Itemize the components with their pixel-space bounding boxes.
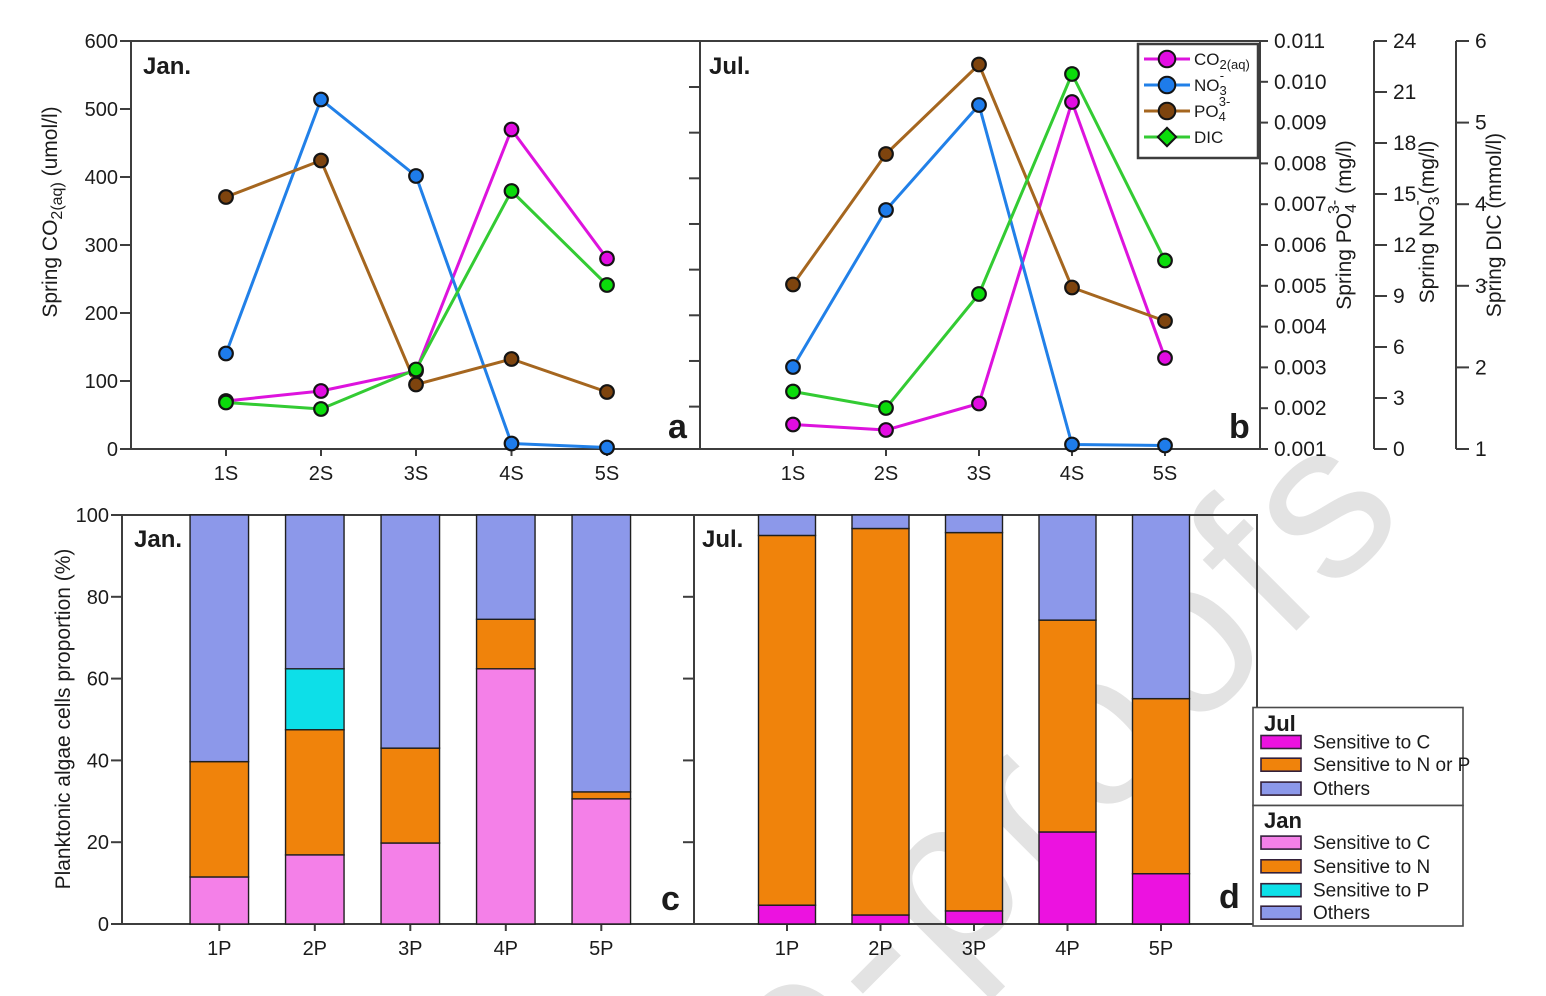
svg-text:21: 21 — [1393, 81, 1416, 104]
svg-text:0.003: 0.003 — [1274, 356, 1327, 379]
svg-text:9: 9 — [1393, 285, 1405, 308]
svg-text:Spring PO43- (mg/l): Spring PO43- (mg/l) — [1326, 140, 1360, 310]
svg-text:80: 80 — [87, 587, 109, 609]
svg-text:1: 1 — [1475, 438, 1487, 461]
svg-text:Jan: Jan — [1264, 808, 1302, 833]
svg-text:Sensitive to C: Sensitive to C — [1313, 833, 1430, 854]
svg-text:2: 2 — [1475, 356, 1487, 379]
svg-text:100: 100 — [76, 505, 109, 527]
svg-text:2S: 2S — [309, 463, 333, 485]
svg-text:0.009: 0.009 — [1274, 112, 1327, 135]
svg-text:5P: 5P — [1149, 938, 1173, 960]
svg-text:DIC: DIC — [1194, 128, 1223, 147]
svg-text:Sensitive to N or P: Sensitive to N or P — [1313, 755, 1470, 776]
svg-text:2S: 2S — [874, 463, 898, 485]
svg-text:Jan.: Jan. — [134, 526, 182, 553]
svg-text:2P: 2P — [303, 938, 327, 960]
svg-text:24: 24 — [1393, 30, 1417, 53]
svg-text:Jul: Jul — [1264, 711, 1296, 736]
svg-text:Spring CO2(aq) (umol/l): Spring CO2(aq) (umol/l) — [39, 106, 66, 317]
svg-text:4: 4 — [1475, 193, 1487, 216]
svg-text:5: 5 — [1475, 112, 1487, 135]
svg-text:1S: 1S — [781, 463, 805, 485]
svg-text:300: 300 — [85, 235, 118, 257]
svg-text:20: 20 — [87, 832, 109, 854]
svg-text:15: 15 — [1393, 183, 1416, 206]
svg-text:3P: 3P — [962, 938, 986, 960]
svg-text:Sensitive to P: Sensitive to P — [1313, 881, 1429, 902]
svg-text:4P: 4P — [494, 938, 518, 960]
svg-text:6: 6 — [1393, 336, 1405, 359]
svg-text:60: 60 — [87, 669, 109, 691]
svg-text:1P: 1P — [207, 938, 231, 960]
svg-text:3S: 3S — [967, 463, 991, 485]
svg-text:d: d — [1219, 878, 1240, 916]
svg-text:3S: 3S — [404, 463, 428, 485]
svg-text:4S: 4S — [499, 463, 523, 485]
svg-text:Spring NO3- (mg/l): Spring NO3- (mg/l) — [1409, 141, 1443, 304]
svg-text:400: 400 — [85, 167, 118, 189]
svg-text:0.006: 0.006 — [1274, 234, 1327, 257]
svg-text:Others: Others — [1313, 903, 1370, 924]
svg-text:Jul.: Jul. — [709, 53, 750, 80]
svg-text:0.010: 0.010 — [1274, 71, 1327, 94]
svg-text:0.005: 0.005 — [1274, 275, 1327, 298]
svg-text:12: 12 — [1393, 234, 1416, 257]
svg-text:4P: 4P — [1055, 938, 1079, 960]
svg-text:0.011: 0.011 — [1274, 30, 1325, 53]
svg-text:c: c — [661, 880, 680, 918]
svg-text:2P: 2P — [868, 938, 892, 960]
svg-text:0: 0 — [107, 439, 118, 461]
svg-text:0: 0 — [98, 914, 109, 936]
svg-text:0.004: 0.004 — [1274, 316, 1327, 339]
svg-text:Spring DIC (mmol/l): Spring DIC (mmol/l) — [1483, 133, 1506, 317]
svg-text:Planktonic algae cells proport: Planktonic algae cells proportion (%) — [52, 549, 75, 890]
svg-text:Jul.: Jul. — [702, 526, 743, 553]
svg-text:3: 3 — [1475, 275, 1487, 298]
svg-text:5P: 5P — [589, 938, 613, 960]
svg-text:0.001: 0.001 — [1274, 438, 1327, 461]
svg-text:Others: Others — [1313, 779, 1370, 800]
svg-text:5S: 5S — [1153, 463, 1177, 485]
svg-text:3P: 3P — [398, 938, 422, 960]
svg-text:Sensitive to N: Sensitive to N — [1313, 857, 1430, 878]
svg-text:a: a — [668, 408, 688, 446]
svg-text:0.007: 0.007 — [1274, 193, 1327, 216]
svg-text:4S: 4S — [1060, 463, 1084, 485]
svg-text:0.008: 0.008 — [1274, 152, 1327, 175]
svg-text:500: 500 — [85, 99, 118, 121]
svg-text:18: 18 — [1393, 132, 1416, 155]
svg-text:0.002: 0.002 — [1274, 397, 1327, 420]
svg-text:100: 100 — [85, 371, 118, 393]
svg-text:0: 0 — [1393, 438, 1405, 461]
svg-text:Sensitive to C: Sensitive to C — [1313, 733, 1430, 754]
svg-text:b: b — [1229, 408, 1250, 446]
svg-text:1S: 1S — [214, 463, 238, 485]
svg-text:6: 6 — [1475, 30, 1487, 53]
svg-text:5S: 5S — [595, 463, 619, 485]
svg-text:200: 200 — [85, 303, 118, 325]
svg-text:3: 3 — [1393, 387, 1405, 410]
svg-text:40: 40 — [87, 750, 109, 772]
svg-text:Jan.: Jan. — [143, 53, 191, 80]
svg-text:600: 600 — [85, 31, 118, 53]
svg-text:1P: 1P — [775, 938, 799, 960]
